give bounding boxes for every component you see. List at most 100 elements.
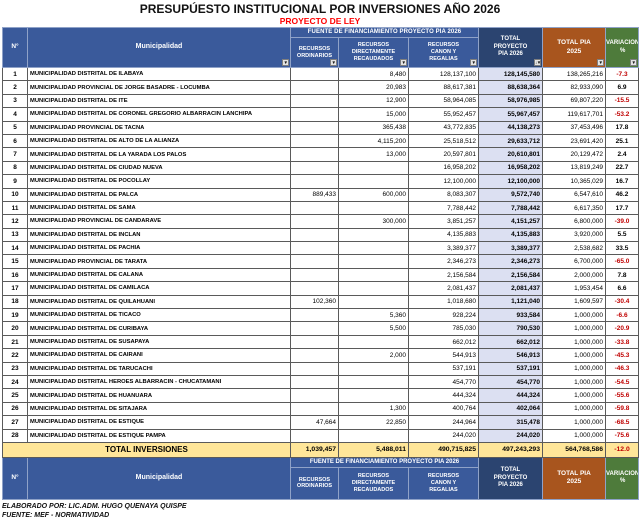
- recursos-ordinarios-value[interactable]: 889,433: [290, 187, 339, 202]
- recursos-canon-value[interactable]: 8,083,307: [408, 187, 479, 202]
- variacion-value[interactable]: -54.5: [605, 374, 639, 390]
- recursos-ordinarios-value[interactable]: [290, 374, 339, 390]
- variacion-value[interactable]: 33.5: [605, 241, 639, 256]
- recursos-canon-value[interactable]: 12,100,000: [408, 174, 479, 189]
- municipality-name[interactable]: MUNICIPALIDAD DISTRITAL DE TARUCACHI: [27, 361, 291, 376]
- variacion-value[interactable]: 16.7: [605, 174, 639, 189]
- recursos-canon-value[interactable]: 7,788,442: [408, 200, 479, 216]
- header-recursos-recaudados[interactable]: RECURSOS DIRECTAMENTE RECAUDADOS ▼: [338, 37, 409, 68]
- total-recursos-recaudados[interactable]: 5,488,011: [338, 441, 409, 458]
- row-number[interactable]: 28: [2, 428, 28, 443]
- header-recursos-ordinarios[interactable]: RECURSOS ORDINARIOS ▼: [290, 37, 339, 68]
- municipality-name[interactable]: MUNICIPALIDAD DISTRITAL DE CORONEL GREGO…: [27, 107, 291, 122]
- recursos-canon-value[interactable]: 25,518,512: [408, 133, 479, 149]
- variacion-value[interactable]: 17.8: [605, 120, 639, 135]
- row-number[interactable]: 7: [2, 147, 28, 162]
- recursos-ordinarios-value[interactable]: [290, 361, 339, 376]
- filter-icon[interactable]: ▼: [470, 59, 477, 66]
- recursos-recaudados-value[interactable]: 600,000: [338, 187, 409, 202]
- municipality-name[interactable]: MUNICIPALIDAD DISTRITAL DE CALANA: [27, 267, 291, 283]
- row-number[interactable]: 25: [2, 388, 28, 403]
- footer-header-recursos-canon[interactable]: RECURSOS CANON Y REGALIAS: [408, 466, 479, 500]
- row-number[interactable]: 23: [2, 361, 28, 376]
- recursos-ordinarios-value[interactable]: [290, 254, 339, 269]
- recursos-recaudados-value[interactable]: [338, 334, 409, 350]
- recursos-recaudados-value[interactable]: 365,438: [338, 120, 409, 135]
- header-recursos-canon[interactable]: RECURSOS CANON Y REGALIAS ▼: [408, 37, 479, 68]
- total-pia-2025-value[interactable]: 6,700,000: [542, 254, 606, 269]
- recursos-recaudados-value[interactable]: [338, 388, 409, 403]
- total-pia-2025-value[interactable]: 3,920,000: [542, 227, 606, 243]
- total-pia-2026-value[interactable]: 9,572,740: [478, 187, 543, 202]
- filter-icon[interactable]: ▼: [630, 59, 637, 66]
- row-number[interactable]: 14: [2, 241, 28, 256]
- total-recursos-ordinarios[interactable]: 1,039,457: [290, 441, 339, 458]
- recursos-canon-value[interactable]: 3,851,257: [408, 214, 479, 229]
- recursos-ordinarios-value[interactable]: [290, 147, 339, 162]
- recursos-canon-value[interactable]: 3,389,377: [408, 241, 479, 256]
- recursos-canon-value[interactable]: 2,156,584: [408, 267, 479, 283]
- recursos-ordinarios-value[interactable]: [290, 133, 339, 149]
- total-pia-2026-value[interactable]: 58,976,985: [478, 93, 543, 109]
- variacion-value[interactable]: -59.8: [605, 401, 639, 417]
- footer-header-municipality[interactable]: Municipalidad: [27, 456, 291, 500]
- recursos-ordinarios-value[interactable]: [290, 66, 339, 82]
- total-pia-2025-value[interactable]: 82,933,090: [542, 80, 606, 95]
- total-pia-2026-value[interactable]: 2,346,273: [478, 254, 543, 269]
- recursos-canon-value[interactable]: 244,964: [408, 415, 479, 430]
- recursos-ordinarios-value[interactable]: [290, 160, 339, 176]
- municipality-name[interactable]: MUNICIPALIDAD DISTRITAL DE CAMILACA: [27, 281, 291, 296]
- total-pia-2025[interactable]: 564,768,586: [542, 441, 606, 458]
- municipality-name[interactable]: MUNICIPALIDAD DISTRITAL DE HUANUARA: [27, 388, 291, 403]
- total-pia-2026-value[interactable]: 4,151,257: [478, 214, 543, 229]
- total-pia-2025-value[interactable]: 1,000,000: [542, 334, 606, 350]
- total-pia-2026-value[interactable]: 662,012: [478, 334, 543, 350]
- total-pia-2025-value[interactable]: 2,000,000: [542, 267, 606, 283]
- variacion-value[interactable]: -6.6: [605, 308, 639, 323]
- total-pia-2026-value[interactable]: 128,145,580: [478, 66, 543, 82]
- row-number[interactable]: 6: [2, 133, 28, 149]
- variacion-value[interactable]: 22.7: [605, 160, 639, 176]
- header-variacion[interactable]: VARIACION % ▼: [605, 27, 639, 68]
- municipality-name[interactable]: MUNICIPALIDAD DISTRITAL DE QUILAHUANI: [27, 294, 291, 310]
- total-pia-2026-value[interactable]: 20,610,801: [478, 147, 543, 162]
- recursos-recaudados-value[interactable]: [338, 200, 409, 216]
- recursos-canon-value[interactable]: 16,958,202: [408, 160, 479, 176]
- row-number[interactable]: 11: [2, 200, 28, 216]
- total-recursos-canon[interactable]: 490,715,825: [408, 441, 479, 458]
- total-pia-2025-value[interactable]: 6,547,610: [542, 187, 606, 202]
- row-number[interactable]: 20: [2, 321, 28, 336]
- total-pia-2025-value[interactable]: 1,000,000: [542, 388, 606, 403]
- recursos-ordinarios-value[interactable]: [290, 388, 339, 403]
- total-pia-2026-value[interactable]: 1,121,040: [478, 294, 543, 310]
- municipality-name[interactable]: MUNICIPALIDAD DISTRITAL DE PACHIA: [27, 241, 291, 256]
- recursos-canon-value[interactable]: 2,346,273: [408, 254, 479, 269]
- municipality-name[interactable]: MUNICIPALIDAD DISTRITAL DE PALCA: [27, 187, 291, 202]
- row-number[interactable]: 9: [2, 174, 28, 189]
- recursos-ordinarios-value[interactable]: [290, 80, 339, 95]
- header-num[interactable]: N°: [2, 27, 28, 68]
- total-pia-2025-value[interactable]: 2,538,682: [542, 241, 606, 256]
- total-pia-2025-value[interactable]: 1,000,000: [542, 308, 606, 323]
- recursos-recaudados-value[interactable]: [338, 294, 409, 310]
- recursos-ordinarios-value[interactable]: 102,360: [290, 294, 339, 310]
- recursos-canon-value[interactable]: 55,952,457: [408, 107, 479, 122]
- variacion-value[interactable]: -75.6: [605, 428, 639, 443]
- variacion-value[interactable]: -65.0: [605, 254, 639, 269]
- header-total-pia-2025[interactable]: TOTAL PIA 2025 ▼: [542, 27, 606, 68]
- total-pia-2025-value[interactable]: 6,617,350: [542, 200, 606, 216]
- row-number[interactable]: 2: [2, 80, 28, 95]
- recursos-recaudados-value[interactable]: 20,983: [338, 80, 409, 95]
- recursos-recaudados-value[interactable]: 1,300: [338, 401, 409, 417]
- footer-header-total-pia-2026[interactable]: TOTAL PROYECTO PIA 2026: [478, 456, 543, 500]
- recursos-recaudados-value[interactable]: [338, 281, 409, 296]
- header-municipality[interactable]: Municipalidad ▼: [27, 27, 291, 68]
- row-number[interactable]: 16: [2, 267, 28, 283]
- footer-header-funding-group[interactable]: FUENTE DE FINANCIAMIENTO PROYECTO PIA 20…: [290, 456, 479, 468]
- row-number[interactable]: 13: [2, 227, 28, 243]
- recursos-ordinarios-value[interactable]: [290, 401, 339, 417]
- total-pia-2026-value[interactable]: 244,020: [478, 428, 543, 443]
- total-pia-2025-value[interactable]: 1,000,000: [542, 321, 606, 336]
- total-pia-2025-value[interactable]: 1,953,454: [542, 281, 606, 296]
- filter-icon[interactable]: ▼: [400, 59, 407, 66]
